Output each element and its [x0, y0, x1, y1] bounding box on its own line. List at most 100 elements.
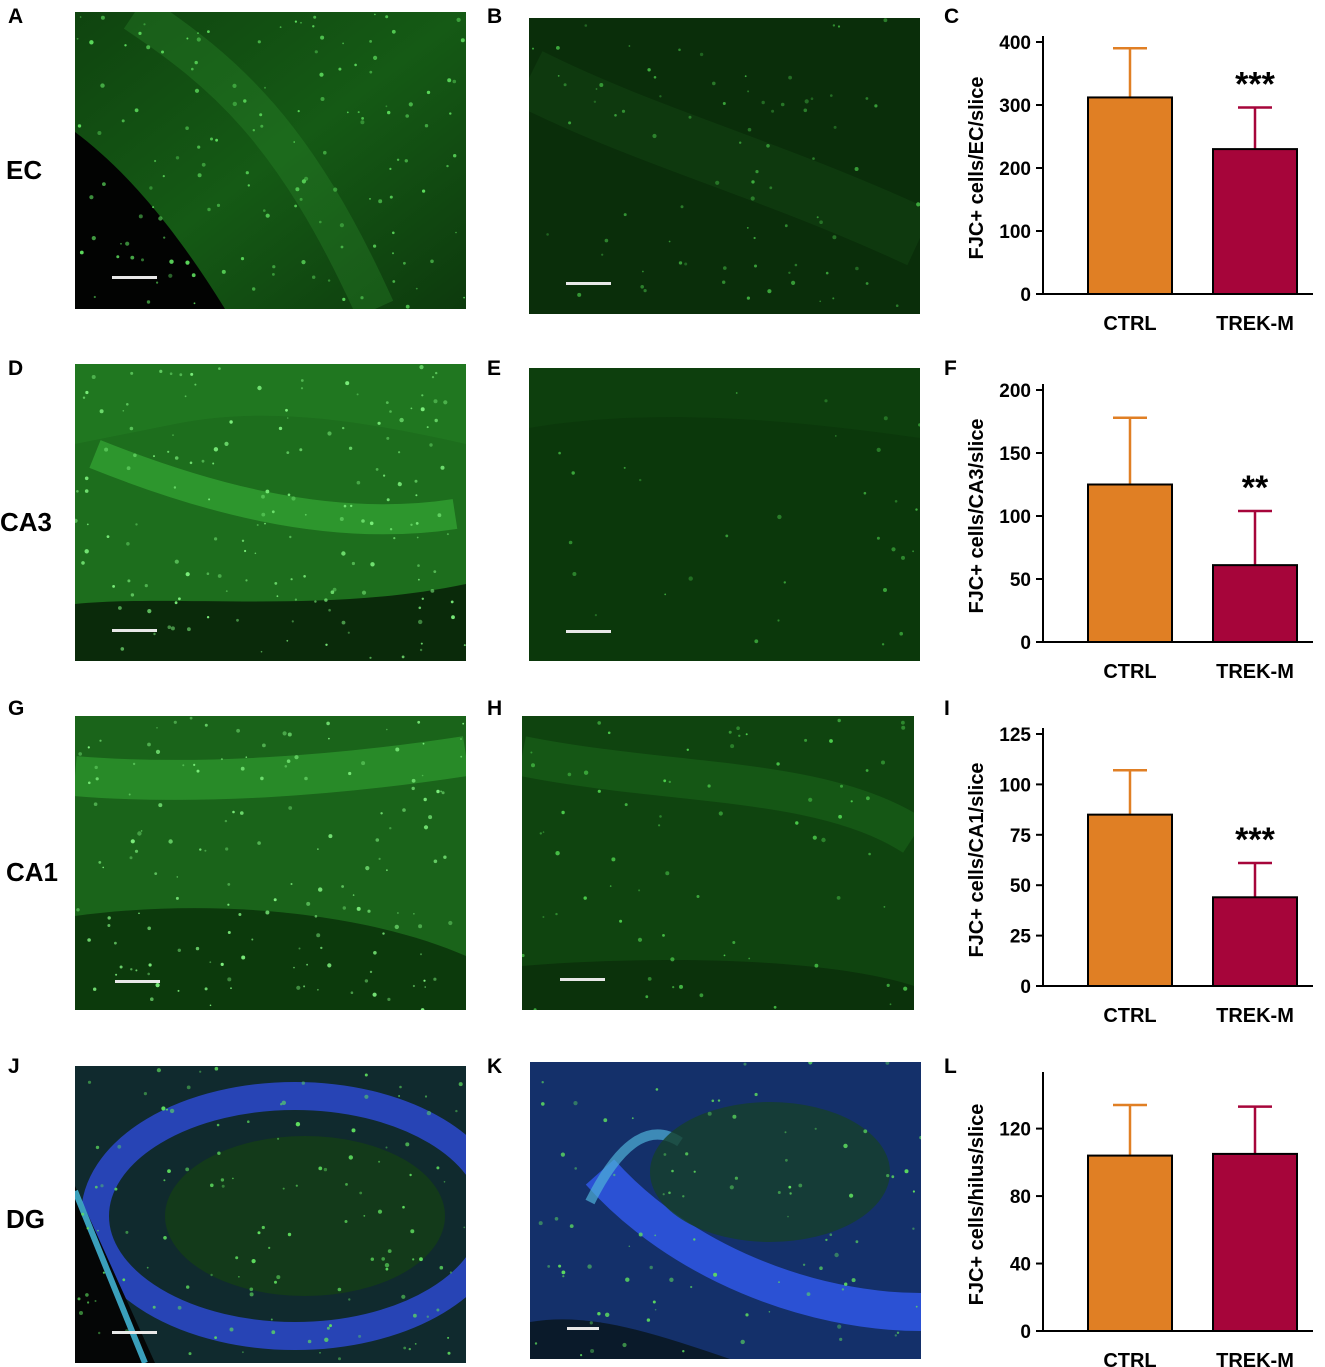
stained-cell: [450, 600, 454, 604]
stained-cell: [791, 280, 796, 285]
stained-cell: [304, 776, 308, 781]
stained-cell: [230, 987, 232, 990]
stained-cell: [240, 811, 244, 815]
stained-cell: [729, 1185, 734, 1190]
scale-bar: [566, 282, 611, 285]
stained-cell: [555, 912, 558, 916]
y-axis-label: FJC+ cells/hilus/slice: [966, 1104, 988, 1306]
stained-cell: [604, 238, 609, 243]
stained-cell: [419, 365, 424, 370]
stained-cell: [120, 647, 125, 651]
stained-cell: [722, 102, 726, 105]
stained-cell: [628, 1245, 631, 1248]
stained-cell: [213, 447, 219, 452]
stained-cell: [352, 894, 355, 896]
stained-cell: [433, 977, 437, 981]
stained-cell: [735, 392, 738, 394]
stained-cell: [825, 271, 829, 275]
stained-cell: [163, 1179, 166, 1182]
stained-cell: [284, 765, 288, 768]
stained-cell: [347, 631, 350, 634]
stained-cell: [403, 261, 406, 265]
stained-cell: [94, 1185, 98, 1189]
stained-cell: [287, 732, 292, 737]
stained-cell: [803, 108, 808, 113]
stained-cell: [367, 909, 371, 913]
stained-cell: [220, 962, 224, 966]
stained-cell: [894, 1334, 897, 1337]
stained-cell: [155, 983, 160, 988]
stained-cell: [647, 977, 652, 981]
stained-cell: [662, 934, 665, 937]
stained-cell: [314, 50, 318, 54]
stained-cell: [389, 528, 393, 531]
stained-cell: [247, 184, 250, 187]
stained-cell: [104, 447, 109, 452]
stained-cell: [79, 1311, 83, 1315]
stained-cell: [289, 535, 292, 539]
stained-cell: [688, 115, 692, 119]
stained-cell: [819, 300, 821, 303]
stained-cell: [439, 1265, 444, 1270]
stained-cell: [748, 957, 751, 960]
stained-cell: [722, 280, 726, 284]
stained-cell: [788, 1185, 792, 1189]
stained-cell: [209, 1004, 212, 1007]
stained-cell: [153, 632, 156, 636]
stained-cell: [418, 606, 422, 610]
row-label-dg: DG: [6, 1204, 45, 1234]
panel-letter-k: K: [487, 1055, 503, 1078]
stained-cell: [394, 924, 399, 930]
stained-cell: [755, 170, 759, 174]
stained-cell: [391, 29, 396, 34]
stained-cell: [220, 758, 223, 761]
stained-cell: [79, 250, 84, 255]
stained-cell: [747, 90, 750, 93]
stained-cell: [82, 396, 86, 399]
stained-cell: [377, 421, 381, 425]
stained-cell: [185, 1167, 190, 1172]
stained-cell: [319, 1352, 321, 1354]
stained-cell: [915, 508, 918, 511]
stained-cell: [460, 738, 462, 740]
stained-cell: [356, 480, 361, 485]
stained-cell: [463, 644, 466, 647]
stained-cell: [168, 273, 173, 278]
stained-cell: [320, 97, 325, 101]
stained-cell: [420, 953, 422, 956]
y-axis-label: FJC+ cells/EC/slice: [966, 77, 988, 260]
stained-cell: [147, 609, 152, 614]
stained-cell: [883, 18, 888, 23]
stained-cell: [440, 790, 442, 793]
stained-cell: [232, 810, 235, 814]
stained-cell: [567, 772, 572, 777]
stained-cell: [189, 461, 193, 465]
panel-letter-j: J: [8, 1055, 20, 1078]
stained-cell: [746, 227, 749, 229]
stained-cell: [295, 187, 300, 192]
stained-cell: [291, 620, 294, 623]
stained-cell: [389, 827, 392, 830]
stained-cell: [143, 1092, 147, 1096]
y-tick-label: 75: [1010, 826, 1032, 847]
stained-cell: [86, 523, 89, 526]
scale-bar: [566, 630, 611, 633]
stained-cell: [883, 906, 886, 908]
stained-cell: [443, 855, 447, 859]
stained-cell: [329, 1324, 332, 1328]
stained-cell: [227, 977, 232, 982]
stained-cell: [208, 498, 211, 501]
stained-cell: [414, 1343, 417, 1345]
stained-cell: [895, 304, 899, 308]
stained-cell: [369, 656, 372, 659]
stained-cell: [294, 598, 297, 601]
stained-cell: [338, 1357, 341, 1361]
y-tick-label: 150: [999, 444, 1031, 465]
stained-cell: [426, 426, 429, 429]
y-tick-label: 80: [1010, 1187, 1031, 1208]
stained-cell: [918, 423, 920, 427]
stained-cell: [168, 839, 173, 844]
stained-cell: [117, 1144, 122, 1149]
stained-cell: [301, 179, 306, 184]
stained-cell: [557, 75, 560, 77]
